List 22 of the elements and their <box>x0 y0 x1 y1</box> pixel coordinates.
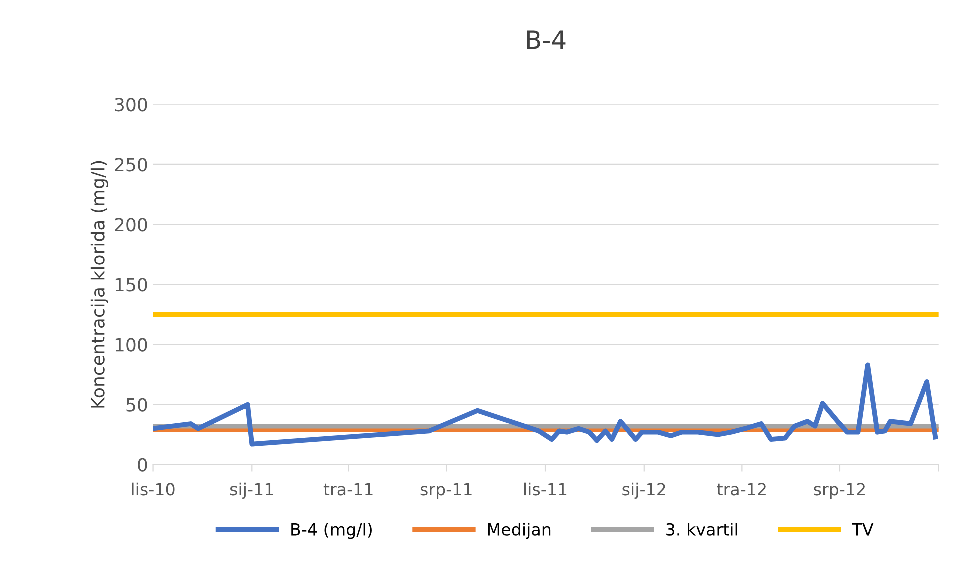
y-tick-label: 250 <box>115 158 148 172</box>
y-tick-label: 200 <box>115 218 148 232</box>
x-tick-label: tra-11 <box>324 483 373 496</box>
y-tick-label: 100 <box>116 338 148 352</box>
x-tick-label: srp-12 <box>814 483 865 499</box>
y-tick-label: 50 <box>126 398 148 412</box>
legend-label: B-4 (mg/l) <box>292 523 372 540</box>
x-tick-label: srp-11 <box>420 483 472 499</box>
legend-label: Medijan <box>488 523 551 540</box>
x-tick-label: sij-11 <box>230 482 274 499</box>
x-tick-label: lis-11 <box>524 482 567 496</box>
x-tick-label: sij-12 <box>622 482 666 499</box>
x-tick-label: lis-10 <box>132 482 175 496</box>
legend-label: 3. kvartil <box>666 523 738 536</box>
y-tick-label: 300 <box>115 98 148 112</box>
line-series <box>153 362 938 447</box>
y-tick-label: 150 <box>116 278 148 292</box>
x-tick-label: tra-12 <box>717 483 766 496</box>
y-tick-label: 0 <box>138 458 148 472</box>
chart-title: B-4 <box>527 30 566 50</box>
y-axis-title: Koncentracija klorida (mg/l) <box>90 161 108 408</box>
legend-label: TV <box>852 524 874 536</box>
